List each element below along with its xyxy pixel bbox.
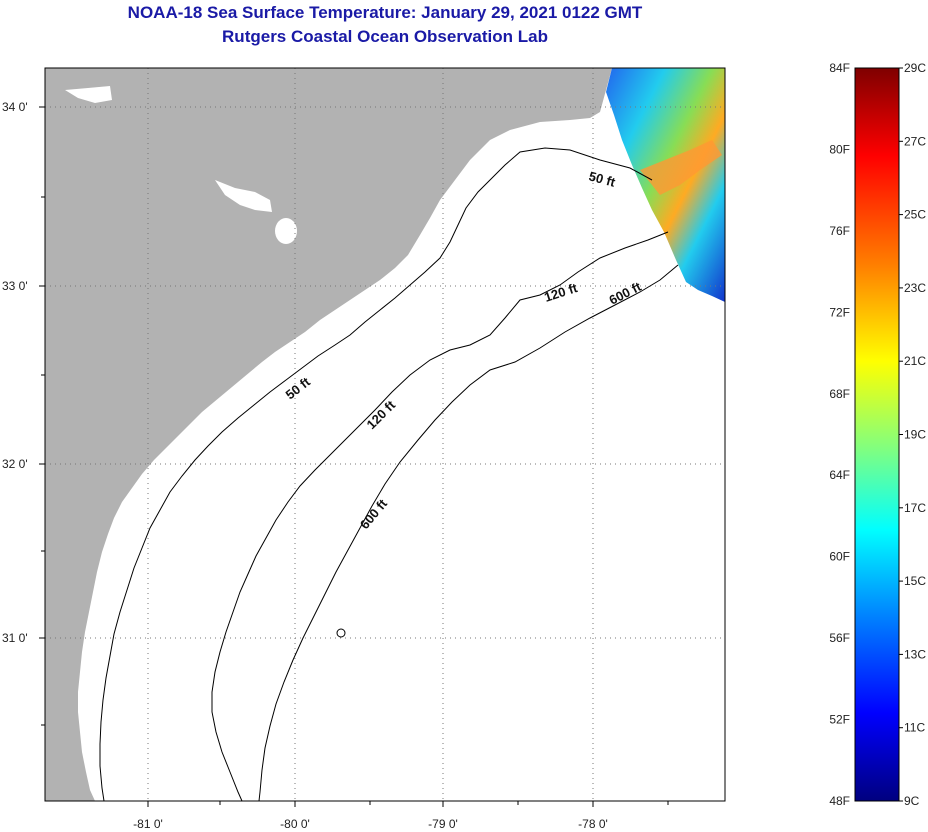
celsius-label: 9C bbox=[904, 794, 920, 808]
latitude-label: 32 0' bbox=[2, 457, 28, 471]
celsius-label: 15C bbox=[904, 574, 926, 588]
fahrenheit-label: 68F bbox=[829, 387, 850, 401]
celsius-label: 29C bbox=[904, 61, 926, 75]
fahrenheit-label: 76F bbox=[829, 224, 850, 238]
fahrenheit-label: 52F bbox=[829, 713, 850, 727]
celsius-label: 25C bbox=[904, 208, 926, 222]
celsius-label: 27C bbox=[904, 134, 926, 148]
celsius-label: 23C bbox=[904, 281, 926, 295]
latitude-label: 33 0' bbox=[2, 279, 28, 293]
map-frame bbox=[44, 67, 726, 802]
axis-ticks bbox=[39, 106, 669, 807]
celsius-label: 11C bbox=[904, 721, 925, 735]
latitude-label: 34 0' bbox=[2, 100, 28, 114]
longitude-label: -80 0' bbox=[280, 817, 310, 831]
color-bar-ticks bbox=[899, 67, 903, 802]
fahrenheit-label: 80F bbox=[829, 142, 850, 156]
celsius-scale: 29C 27C 25C 23C 21C 19C 17C 15C 13C 11C 9C bbox=[904, 61, 926, 808]
contour-120ft bbox=[211, 231, 669, 801]
graticule bbox=[45, 68, 725, 801]
longitude-label: -79 0' bbox=[428, 817, 458, 831]
fahrenheit-label: 84F bbox=[829, 61, 850, 75]
contour-50ft bbox=[99, 147, 653, 801]
contour-label-50ft: 50 ft bbox=[587, 168, 617, 190]
fahrenheit-label: 56F bbox=[829, 631, 850, 645]
longitude-label: -78 0' bbox=[578, 817, 608, 831]
lake bbox=[275, 218, 297, 244]
celsius-label: 13C bbox=[904, 647, 926, 661]
sst-warm-band bbox=[640, 140, 722, 195]
latitude-label: 31 0' bbox=[2, 631, 28, 645]
map-title: NOAA-18 Sea Surface Temperature: January… bbox=[127, 3, 643, 22]
fahrenheit-label: 64F bbox=[829, 468, 850, 482]
fahrenheit-label: 48F bbox=[829, 794, 850, 808]
longitude-label: -81 0' bbox=[133, 817, 163, 831]
celsius-label: 21C bbox=[904, 354, 926, 368]
lake bbox=[65, 86, 112, 103]
map-subtitle: Rutgers Coastal Ocean Observation Lab bbox=[222, 27, 548, 46]
contour-600ft bbox=[258, 264, 679, 801]
seamount-contour bbox=[336, 628, 346, 638]
lake bbox=[215, 180, 272, 212]
celsius-label: 19C bbox=[904, 428, 926, 442]
fahrenheit-label: 72F bbox=[829, 305, 850, 319]
color-bar bbox=[854, 67, 900, 802]
celsius-label: 17C bbox=[904, 501, 926, 515]
land-mass bbox=[45, 68, 612, 801]
fahrenheit-scale: 84F 80F 76F 72F 68F 64F 60F 56F 52F 48F bbox=[829, 61, 850, 808]
fahrenheit-label: 60F bbox=[829, 550, 850, 564]
